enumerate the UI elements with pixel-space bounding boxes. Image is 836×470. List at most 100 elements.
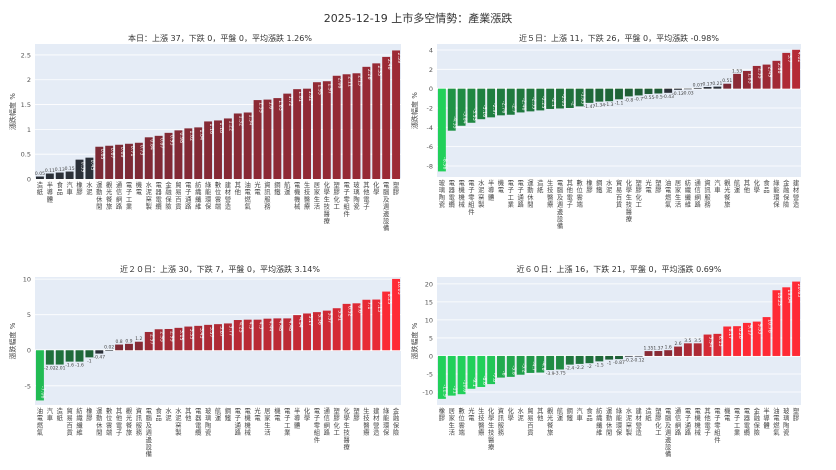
x-tick-label: 電器電纜 (156, 181, 163, 211)
y-tick-label: -6 (427, 143, 433, 151)
x-tick-label: 半導體 (294, 406, 301, 429)
bar-value-label: 1.35 (643, 346, 653, 352)
bar (85, 157, 94, 179)
bar (516, 355, 525, 375)
bar-value-label: -8.56 (442, 157, 448, 169)
x-tick-label: 數位雲端 (215, 180, 222, 211)
bar-value-label: 1.2 (135, 336, 142, 342)
bar-value-label: -2.02 (44, 366, 56, 372)
bar-value-label: -7.8 (491, 373, 497, 382)
bar (487, 355, 496, 385)
bar (174, 327, 183, 351)
bar-value-label: -1.34 (593, 103, 605, 109)
bar-value-label: -1.6 (75, 363, 84, 369)
x-tick-label: 塑膠化工 (636, 178, 643, 209)
x-tick-label: 資訊服務 (498, 406, 505, 437)
bar-value-label: 5.57 (327, 313, 333, 324)
x-tick-label: 紡織纖維 (76, 406, 83, 437)
bar-value-label: -2.35 (530, 97, 536, 109)
bar (762, 317, 771, 356)
bar-value-label: 0.71 (129, 146, 135, 157)
bar (382, 56, 391, 179)
bar (674, 346, 682, 356)
bar-value-label: 1.18 (218, 122, 224, 133)
bar (654, 351, 663, 356)
bar-value-label: 0.43 (89, 160, 95, 171)
bar (243, 319, 252, 351)
bar (184, 128, 193, 179)
bar (362, 299, 371, 351)
x-tick-label: 數位雲端 (577, 178, 584, 209)
bar-value-label: 0.15 (65, 166, 75, 172)
bar (516, 88, 525, 113)
x-tick-label: 食品 (586, 406, 593, 422)
x-tick-label: 水泥 (165, 406, 172, 422)
bar (214, 120, 222, 179)
x-tick-label: 居家生活 (314, 181, 321, 211)
bar-value-label: 1.16 (208, 123, 214, 134)
bar (447, 88, 456, 131)
bar (733, 73, 741, 89)
bar-value-label: 0.84 (149, 139, 155, 150)
x-tick-label: 通信網路 (695, 178, 702, 209)
bar-value-label: 0.65 (99, 149, 105, 160)
x-tick-label: 觀光餐旅 (106, 180, 113, 211)
bar (762, 64, 771, 89)
bar (713, 86, 722, 89)
x-tick-label: 其他 (744, 179, 751, 194)
bar-value-label: 7.1 (366, 302, 372, 310)
x-tick-label: 電子零組件 (314, 407, 321, 444)
bar (447, 355, 456, 396)
bar-value-label: 3.77 (228, 325, 234, 336)
x-tick-label: 建材營造 (636, 406, 643, 437)
bar (742, 322, 751, 356)
bar-value-label: 0.93 (168, 135, 174, 146)
x-tick-label: 綠能環保 (205, 180, 212, 211)
bar-value-label: 0.13 (55, 167, 65, 173)
x-tick-label: 居家生活 (264, 407, 271, 437)
bar-value-label: 1.37 (653, 346, 663, 352)
bar-value-label: 4.3 (247, 322, 253, 330)
bar (125, 143, 133, 179)
bar-value-label: 4.02 (796, 52, 802, 63)
bar (782, 287, 791, 356)
bar (303, 88, 311, 179)
bar (506, 355, 515, 377)
x-tick-label: 機電 (498, 178, 505, 194)
x-tick-label: 食品 (57, 180, 64, 196)
bar (332, 75, 341, 179)
bar (322, 310, 331, 351)
bar (154, 135, 163, 179)
bar (792, 281, 801, 356)
bar (752, 321, 761, 356)
bar (372, 63, 381, 180)
bar-value-label: -1 (607, 361, 612, 367)
subplot-3: -10 -5 0 5 10 15 20 漲跌幅度 % -11.9 橡膠 -11 居家生活 -10.6 數位… (410, 277, 802, 458)
bar (683, 88, 692, 90)
y-tick-label: -4 (427, 124, 433, 132)
bar-value-label: 4.44 (267, 321, 273, 332)
x-tick-label: 塑膠化工 (655, 406, 662, 437)
x-tick-label: 汽車 (47, 406, 54, 422)
bar-value-label: 2.95 (158, 331, 164, 342)
x-tick-label: 水泥 (86, 180, 93, 196)
bar-value-label: -1 (87, 358, 92, 364)
x-tick-label: 資訊服務 (264, 180, 271, 211)
x-tick-label: 資訊服務 (136, 406, 143, 437)
x-tick-label: 生技醫療 (478, 406, 485, 437)
bar (55, 350, 64, 365)
x-tick-label: 運動休閒 (96, 180, 103, 211)
bar-value-label: 1.6 (665, 345, 672, 351)
bar (546, 355, 555, 371)
bar-value-label: 8.17 (727, 329, 733, 340)
bar (664, 350, 673, 356)
x-tick-label: 鋼鐵 (596, 178, 603, 194)
x-tick-label: 電子零組件 (343, 181, 350, 218)
bar-value-label: -0.12 (633, 358, 645, 364)
bar (634, 355, 643, 357)
bar (75, 350, 84, 362)
bar-value-label: 3.7 (786, 55, 792, 63)
y-tick-label: -8 (427, 162, 433, 170)
x-tick-label: 半導體 (488, 178, 495, 201)
